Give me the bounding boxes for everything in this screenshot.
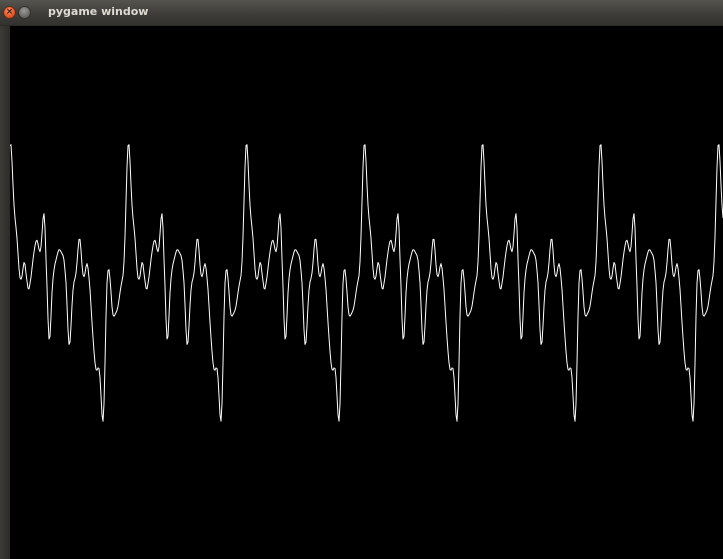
- minimize-button[interactable]: [18, 6, 31, 19]
- close-button[interactable]: ×: [3, 6, 16, 19]
- window-title: pygame window: [48, 5, 149, 18]
- waveform-plot: [10, 144, 723, 422]
- pygame-canvas[interactable]: [10, 26, 723, 559]
- waveform-line: [10, 144, 723, 422]
- title-bar[interactable]: × pygame window: [0, 0, 723, 26]
- close-icon: ×: [5, 7, 14, 17]
- window-frame-left: [0, 26, 10, 559]
